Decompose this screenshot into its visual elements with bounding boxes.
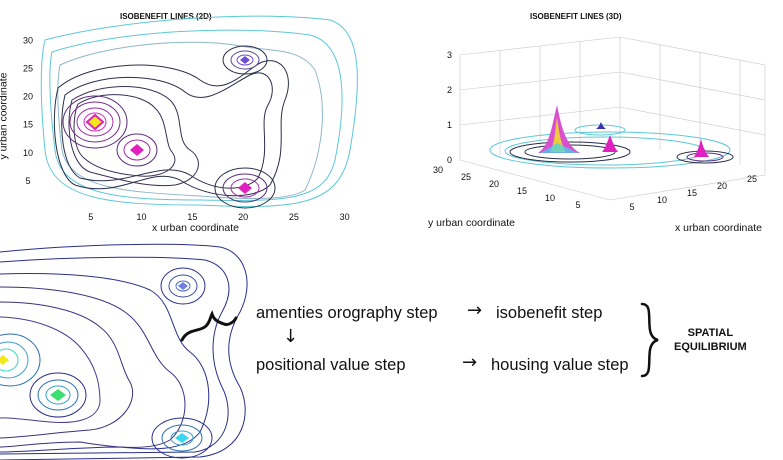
peak-marker xyxy=(240,56,250,64)
tick-label: 10 xyxy=(657,195,667,205)
right-arrow-icon: → xyxy=(462,352,478,373)
peak-marker xyxy=(238,182,252,194)
tick-label: 15 xyxy=(23,120,33,130)
tick-label: 30 xyxy=(23,35,33,45)
right-arrow-icon: → xyxy=(467,300,483,321)
tick-label: 20 xyxy=(238,212,248,222)
z-axis-ticks-3d: 0 1 2 3 xyxy=(447,50,452,165)
down-arrow-icon: ↓ xyxy=(283,326,299,347)
equilibrium-line-2: EQUILIBRIUM xyxy=(674,341,747,353)
plot-2d-title: ISOBENEFIT LINES (2D) xyxy=(120,12,212,21)
plot-3d-title: ISOBENEFIT LINES (3D) xyxy=(530,12,622,21)
tick-label: 1 xyxy=(447,120,452,130)
tick-label: 15 xyxy=(517,186,527,196)
step-housing-value: housing value step xyxy=(491,356,629,374)
plot-2d-ylabel: y urban coordinate xyxy=(0,72,10,160)
tick-label: 5 xyxy=(25,176,30,186)
tick-label: 15 xyxy=(687,188,697,198)
step-positional-value: positional value step xyxy=(256,356,406,374)
tick-label: 25 xyxy=(289,212,299,222)
step-amenities-orography: amenties orography step xyxy=(256,304,438,322)
tick-label: 2 xyxy=(447,85,452,95)
surface-3d-plot: 0 1 2 3 30 25 20 15 10 5 5 10 15 20 25 xyxy=(433,36,766,212)
tick-label: 10 xyxy=(545,193,555,203)
x-axis-ticks-2d: 5 10 15 20 25 30 xyxy=(88,212,349,222)
brace-icon xyxy=(180,310,238,342)
tick-label: 20 xyxy=(489,179,499,189)
y-axis-ticks-2d: 5 10 15 20 25 30 xyxy=(23,35,33,186)
tick-label: 10 xyxy=(23,148,33,158)
tick-label: 0 xyxy=(447,155,452,165)
tick-label: 5 xyxy=(88,212,93,222)
plot-3d-xlabel: x urban coordinate xyxy=(675,222,762,234)
peak-3d xyxy=(540,143,578,153)
peak-3d xyxy=(550,117,566,152)
peak-marker xyxy=(0,355,9,365)
tick-label: 5 xyxy=(575,200,580,210)
contour-2d-plot: 5 10 15 20 25 30 5 10 15 20 25 30 xyxy=(23,15,358,222)
tick-label: 25 xyxy=(23,63,33,73)
peak-marker xyxy=(175,433,189,443)
tick-label: 5 xyxy=(629,202,634,212)
x-axis-ticks-3d: 5 10 15 20 25 xyxy=(629,174,757,212)
y-axis-ticks-3d: 30 25 20 15 10 5 xyxy=(433,165,581,210)
tick-label: 30 xyxy=(433,165,443,175)
tick-label: 10 xyxy=(137,212,147,222)
peak-marker xyxy=(85,113,105,131)
box-grid-3d xyxy=(459,36,766,201)
peak-3d xyxy=(596,122,606,129)
tick-label: 20 xyxy=(717,181,727,191)
tick-label: 30 xyxy=(340,212,350,222)
tick-label: 25 xyxy=(747,174,757,184)
tick-label: 25 xyxy=(461,172,471,182)
equilibrium-line-1: SPATIAL xyxy=(687,327,734,339)
peaks-2d xyxy=(85,56,252,194)
zoom-peaks xyxy=(0,282,189,443)
contour-lines-2d xyxy=(40,15,358,209)
peak-3d xyxy=(538,105,580,153)
peak-3d xyxy=(694,139,709,157)
peak-marker xyxy=(50,389,66,401)
plot-3d-ylabel: y urban coordinate xyxy=(428,217,515,229)
zoom-contour-lines xyxy=(0,243,248,460)
peak-marker xyxy=(130,144,144,156)
peak-3d xyxy=(602,135,618,152)
right-brace-icon xyxy=(640,302,659,378)
peak-marker xyxy=(178,282,188,290)
step-isobenefit: isobenefit step xyxy=(496,304,603,322)
tick-label: 15 xyxy=(187,212,197,222)
spatial-equilibrium-label: SPATIAL EQUILIBRIUM xyxy=(674,326,747,354)
plot-2d-xlabel: x urban coordinate xyxy=(152,222,239,234)
tick-label: 3 xyxy=(447,50,452,60)
contour-zoom-map xyxy=(0,243,248,460)
surface-peaks-3d xyxy=(538,105,709,157)
tick-label: 20 xyxy=(23,92,33,102)
